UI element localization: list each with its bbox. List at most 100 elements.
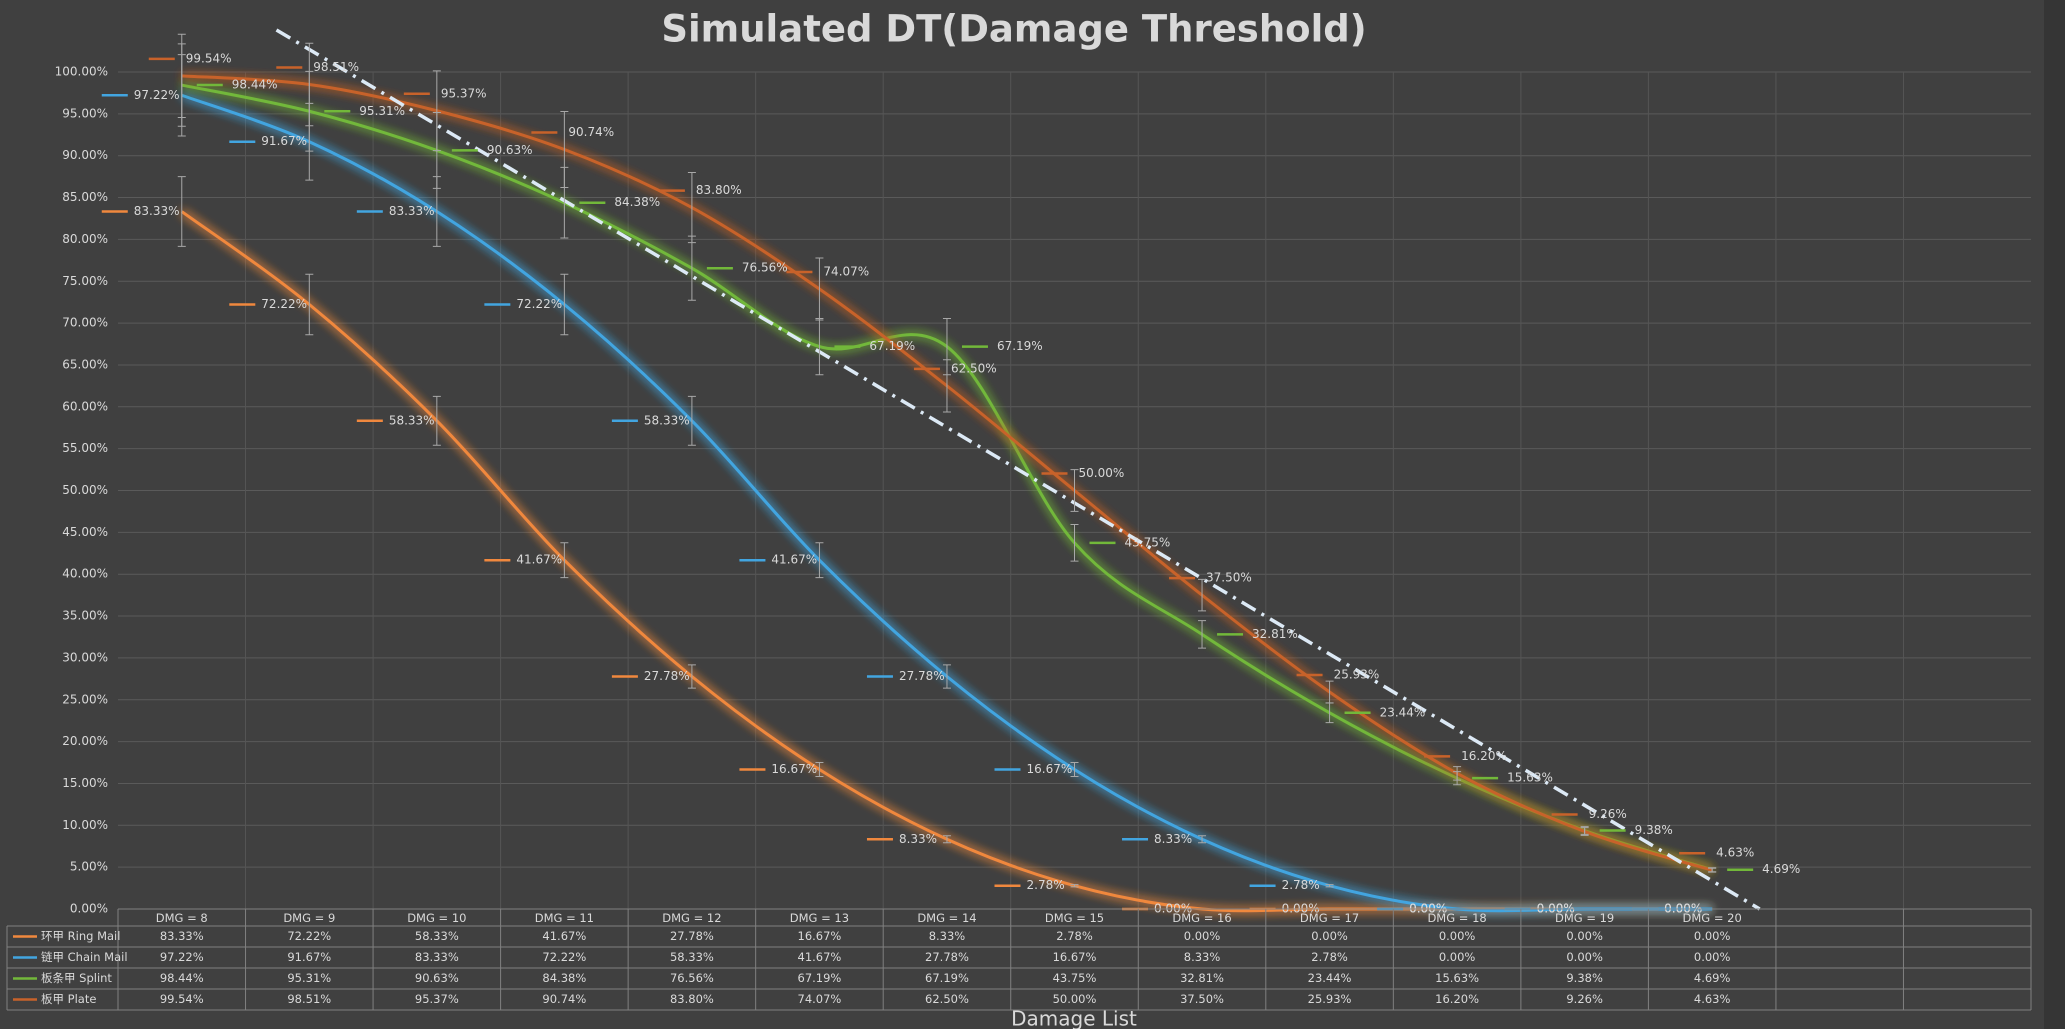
table-cell: 27.78% <box>670 929 714 943</box>
table-cell: 16.67% <box>1053 950 1097 964</box>
error-bar <box>1070 469 1079 512</box>
table-cell: 58.33% <box>670 950 714 964</box>
error-bar <box>1708 867 1717 873</box>
error-bar <box>305 273 314 336</box>
table-cell: 9.38% <box>1566 971 1603 985</box>
legend-label: 板条甲 Splint <box>41 971 112 985</box>
table-cell: 50.00% <box>1053 992 1097 1006</box>
error-bar <box>687 664 696 689</box>
legend-label: 环甲 Ring Mail <box>41 929 120 943</box>
data-label: 95.37% <box>441 86 487 100</box>
error-bar <box>1325 884 1334 888</box>
trendline <box>275 28 1761 911</box>
error-bar <box>1580 827 1589 836</box>
data-label: 8.33% <box>1154 832 1192 846</box>
x-tick-label: DMG = 20 <box>1683 911 1742 925</box>
x-tick-label: DMG = 14 <box>917 911 976 925</box>
data-label: 74.07% <box>823 265 869 279</box>
table-cell: 15.63% <box>1435 971 1479 985</box>
data-label: 9.38% <box>1635 823 1673 837</box>
y-tick-label: 70.00% <box>62 316 108 330</box>
error-bar <box>942 359 951 413</box>
table-cell: 8.33% <box>1184 950 1221 964</box>
error-bar <box>942 835 951 844</box>
data-label: 83.33% <box>389 204 435 218</box>
table-cell: 72.22% <box>542 950 586 964</box>
error-bar <box>815 761 824 777</box>
data-label: 58.33% <box>644 413 690 427</box>
data-label: 91.67% <box>261 134 307 148</box>
y-tick-label: 55.00% <box>62 441 108 455</box>
table-cell: 16.67% <box>798 929 842 943</box>
table-cell: 76.56% <box>670 971 714 985</box>
error-bar <box>305 42 314 127</box>
error-bar <box>177 33 186 119</box>
table-cell: 0.00% <box>1184 929 1221 943</box>
table-cell: 95.37% <box>415 992 459 1006</box>
data-label: 16.67% <box>1027 762 1073 776</box>
error-bar <box>432 70 441 152</box>
table-cell: 90.63% <box>415 971 459 985</box>
x-tick-label: DMG = 13 <box>790 911 849 925</box>
table-cell: 43.75% <box>1053 971 1097 985</box>
table-cell: 74.07% <box>798 992 842 1006</box>
y-tick-label: 75.00% <box>62 274 108 288</box>
y-tick-label: 45.00% <box>62 525 108 539</box>
table-cell: 91.67% <box>287 950 331 964</box>
table-cell: 4.63% <box>1694 992 1731 1006</box>
error-bar <box>815 257 824 321</box>
y-tick-label: 20.00% <box>62 734 108 748</box>
table-cell: 98.51% <box>287 992 331 1006</box>
table-cell: 83.33% <box>160 929 204 943</box>
error-bar <box>1198 835 1207 844</box>
table-cell: 2.78% <box>1311 950 1348 964</box>
error-bar <box>432 395 441 446</box>
data-label: 95.31% <box>359 104 405 118</box>
table-cell: 0.00% <box>1694 950 1731 964</box>
data-label: 98.44% <box>232 78 278 92</box>
y-tick-label: 50.00% <box>62 483 108 497</box>
table-cell: 72.22% <box>287 929 331 943</box>
data-label: 97.22% <box>134 88 180 102</box>
table-cell: 0.00% <box>1311 929 1348 943</box>
y-tick-label: 60.00% <box>62 399 108 413</box>
data-label: 83.33% <box>134 204 180 218</box>
data-label: 72.22% <box>516 297 562 311</box>
table-cell: 32.81% <box>1180 971 1224 985</box>
data-label: 2.78% <box>1027 878 1065 892</box>
data-label: 32.81% <box>1252 627 1298 641</box>
table-cell: 41.67% <box>798 950 842 964</box>
data-label: 90.63% <box>487 143 533 157</box>
data-label: 50.00% <box>1079 466 1125 480</box>
data-label: 90.74% <box>568 125 614 139</box>
table-cell: 98.44% <box>160 971 204 985</box>
table-cell: 83.33% <box>415 950 459 964</box>
y-tick-label: 40.00% <box>62 567 108 581</box>
error-bar <box>560 111 569 188</box>
data-label: 4.63% <box>1716 846 1754 860</box>
error-bar <box>560 273 569 336</box>
error-bar <box>1070 524 1079 562</box>
error-bar <box>942 664 951 689</box>
data-label: 83.80% <box>696 183 742 197</box>
table-cell: 0.00% <box>1694 929 1731 943</box>
data-label: 15.63% <box>1507 771 1553 785</box>
x-tick-label: DMG = 15 <box>1045 911 1104 925</box>
data-label: 43.75% <box>1125 535 1171 549</box>
data-label: 27.78% <box>899 669 945 683</box>
error-bar <box>687 395 696 446</box>
data-label: 2.78% <box>1282 878 1320 892</box>
error-bar <box>687 172 696 244</box>
y-tick-label: 10.00% <box>62 818 108 832</box>
data-label: 62.50% <box>951 361 997 375</box>
y-tick-label: 30.00% <box>62 650 108 664</box>
error-bar <box>1070 761 1079 777</box>
table-cell: 97.22% <box>160 950 204 964</box>
table-cell: 27.78% <box>925 950 969 964</box>
table-cell: 84.38% <box>542 971 586 985</box>
data-label: 9.26% <box>1589 807 1627 821</box>
legend-label: 链甲 Chain Mail <box>41 950 128 964</box>
x-tick-label: DMG = 8 <box>156 911 208 925</box>
table-cell: 99.54% <box>160 992 204 1006</box>
